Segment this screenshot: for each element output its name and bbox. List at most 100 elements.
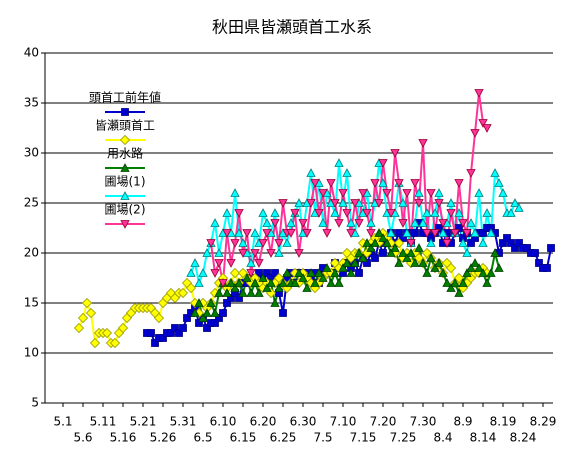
chart-title: 秋田県皆瀬頭首工水系 xyxy=(212,18,372,37)
data-point xyxy=(410,179,420,188)
data-point xyxy=(210,308,220,317)
x-tick-label: 7.15 xyxy=(350,431,377,445)
y-tick-label: 5 xyxy=(31,396,39,410)
data-point xyxy=(338,198,348,207)
data-point xyxy=(434,258,444,267)
data-point xyxy=(371,254,379,262)
data-point xyxy=(507,239,515,247)
data-point xyxy=(498,188,508,197)
data-point xyxy=(382,189,392,198)
data-point xyxy=(179,324,187,332)
data-point xyxy=(350,199,360,208)
data-point xyxy=(195,319,203,327)
data-point xyxy=(354,248,364,257)
data-point xyxy=(406,239,416,248)
data-point xyxy=(426,189,436,198)
data-point xyxy=(274,283,284,292)
data-point xyxy=(346,218,356,227)
data-point xyxy=(402,189,412,198)
x-tick-label: 6.5 xyxy=(193,431,212,445)
x-tick-label: 5.1 xyxy=(53,415,72,429)
data-point xyxy=(535,259,543,267)
data-point xyxy=(222,229,232,238)
data-point xyxy=(438,228,448,237)
data-point xyxy=(402,253,412,262)
data-point xyxy=(230,239,240,248)
data-point xyxy=(458,238,468,247)
data-point xyxy=(446,283,456,292)
data-point xyxy=(263,269,271,277)
x-tick-label: 7.25 xyxy=(390,431,417,445)
legend-marker xyxy=(120,163,130,172)
data-point xyxy=(214,248,224,257)
data-point xyxy=(503,234,511,242)
data-point xyxy=(206,298,216,307)
data-point xyxy=(271,269,279,277)
data-point xyxy=(147,329,155,337)
data-point xyxy=(514,203,524,212)
x-tick-label: 8.9 xyxy=(453,415,472,429)
data-point xyxy=(226,278,236,287)
data-point xyxy=(266,278,276,287)
data-point xyxy=(258,239,268,248)
data-point xyxy=(474,263,484,272)
data-point xyxy=(246,269,256,278)
data-point xyxy=(402,228,412,237)
data-point xyxy=(255,269,263,277)
data-point xyxy=(202,308,212,317)
data-point xyxy=(190,258,200,267)
data-point xyxy=(306,199,316,208)
data-point xyxy=(479,229,487,237)
data-point xyxy=(306,268,316,277)
data-point xyxy=(234,278,244,287)
data-point xyxy=(322,229,332,238)
data-point xyxy=(398,219,408,228)
data-point xyxy=(410,218,420,227)
data-point xyxy=(523,244,531,252)
data-point xyxy=(362,238,372,247)
data-point xyxy=(363,259,371,267)
data-point xyxy=(250,278,260,287)
x-tick-label: 6.15 xyxy=(230,431,257,445)
data-point xyxy=(474,89,484,98)
data-point xyxy=(227,294,235,302)
data-point xyxy=(434,199,444,208)
data-point xyxy=(462,268,472,277)
data-point xyxy=(422,229,432,238)
y-tick-label: 30 xyxy=(24,146,39,160)
data-point xyxy=(490,248,500,257)
data-point xyxy=(414,188,424,197)
data-point xyxy=(478,268,488,277)
data-point xyxy=(394,258,404,267)
data-point xyxy=(486,228,496,237)
data-point xyxy=(250,249,260,258)
data-point xyxy=(426,238,436,247)
data-point xyxy=(330,199,340,208)
data-point xyxy=(386,228,396,237)
data-point xyxy=(394,179,404,188)
data-point xyxy=(222,208,232,217)
data-point xyxy=(274,248,284,257)
data-point xyxy=(354,219,364,228)
data-point xyxy=(406,248,416,257)
data-point xyxy=(482,278,492,287)
x-tick-label: 7.10 xyxy=(330,415,357,429)
data-point xyxy=(294,249,304,258)
data-point xyxy=(262,218,272,227)
data-point xyxy=(450,278,460,287)
data-point xyxy=(346,268,356,277)
data-point xyxy=(229,267,241,279)
data-point xyxy=(453,272,465,284)
data-point xyxy=(462,229,472,238)
data-point xyxy=(318,189,328,198)
data-point xyxy=(223,299,231,307)
x-tick-label: 5.11 xyxy=(90,415,117,429)
data-point xyxy=(270,208,280,217)
data-point xyxy=(326,179,336,188)
data-point xyxy=(386,209,396,218)
data-point xyxy=(211,319,219,327)
data-point xyxy=(206,239,216,248)
data-point xyxy=(445,262,457,274)
data-point xyxy=(379,249,387,257)
